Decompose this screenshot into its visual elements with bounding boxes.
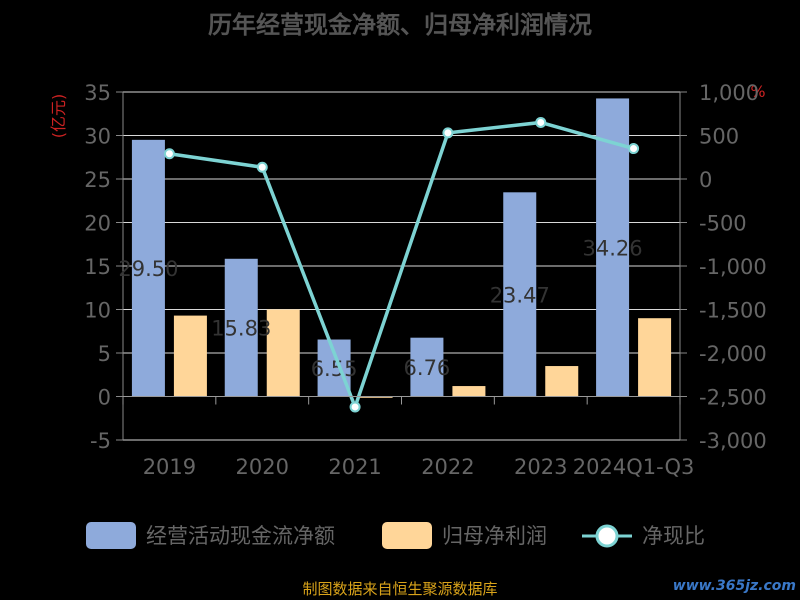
legend: 经营活动现金流净额 归母净利润 净现比 (86, 522, 705, 549)
left-tick-label: 20 (84, 212, 111, 236)
legend-label-net-cash-ratio: 净现比 (642, 524, 705, 548)
right-tick-label: 1,000 (699, 81, 759, 105)
bar-net-profit (638, 318, 672, 397)
data-label-operating-cash: 6.55 (311, 357, 358, 381)
data-label-operating-cash: 34.26 (583, 236, 643, 260)
right-tick-label: -2,000 (699, 342, 767, 366)
right-tick-label: 0 (699, 168, 712, 192)
net-cash-ratio-line (163, 116, 640, 413)
left-tick-label: -5 (90, 429, 111, 453)
left-tick-label: 5 (98, 342, 111, 366)
x-tick-label: 2020 (236, 455, 289, 479)
right-tick-label: -500 (699, 212, 747, 236)
right-tick-label: -1,000 (699, 255, 767, 279)
left-tick-label: 30 (84, 125, 111, 149)
source-note: 制图数据来自恒生聚源数据库 (302, 580, 497, 598)
bar-net-profit (359, 396, 393, 398)
right-tick-label: 500 (699, 125, 739, 149)
legend-label-net-profit: 归母净利润 (442, 524, 547, 548)
left-tick-label: 35 (84, 81, 111, 105)
line-point-net-cash-ratio (163, 148, 175, 160)
line-point-net-cash-ratio (442, 127, 454, 139)
line-point-net-cash-ratio (256, 161, 268, 173)
data-label-operating-cash: 29.50 (118, 257, 178, 281)
line-point-net-cash-ratio (349, 401, 361, 413)
bar-operating-cash (596, 98, 630, 397)
left-tick-label: 0 (98, 386, 111, 410)
bar-net-profit (173, 315, 207, 397)
bar-net-profit (266, 309, 300, 397)
data-label-operating-cash: 6.76 (404, 356, 451, 380)
left-tick-label: 10 (84, 299, 111, 323)
bar-operating-cash (410, 337, 444, 397)
x-tick-label: 2023 (514, 455, 567, 479)
left-axis-label: (亿元) (49, 94, 68, 139)
x-tick-label: 2024Q1-Q3 (573, 455, 695, 479)
line-point-net-cash-ratio (535, 116, 547, 128)
bars: 29.50 15.83 6.55 6.76 23.47 34.26 (118, 98, 672, 398)
x-axis: 2019 2020 2021 2022 2023 2024Q1-Q3 (122, 396, 695, 479)
bar-net-profit (452, 386, 486, 397)
bar-operating-cash (131, 139, 165, 397)
chart-title: 历年经营现金净额、归母净利润情况 (208, 11, 592, 39)
line-net-cash-ratio (169, 120, 635, 413)
left-tick-label: 25 (84, 168, 111, 192)
left-axis: -5 0 5 10 15 20 25 30 35 (84, 81, 124, 453)
legend-marker-net-cash-ratio (595, 524, 619, 548)
right-tick-label: -2,500 (699, 386, 767, 410)
right-axis: -3,000 -2,500 -2,000 -1,500 -1,000 -500 0 500 1,… (679, 81, 767, 453)
bar-operating-cash (224, 258, 258, 397)
data-label-operating-cash: 23.47 (490, 283, 550, 307)
legend-label-operating-cash: 经营活动现金流净额 (146, 524, 335, 548)
x-tick-label: 2021 (328, 455, 381, 479)
legend-swatch-net-profit (382, 522, 432, 549)
x-tick-label: 2019 (143, 455, 196, 479)
data-label-operating-cash: 15.83 (211, 317, 271, 341)
bar-operating-cash (503, 192, 537, 397)
bar-net-profit (545, 366, 579, 397)
x-tick-label: 2022 (421, 455, 474, 479)
line-point-net-cash-ratio (628, 143, 640, 155)
legend-swatch-operating-cash (86, 522, 136, 549)
right-axis-label: % (750, 82, 765, 101)
right-tick-label: -1,500 (699, 299, 767, 323)
right-tick-label: -3,000 (699, 429, 767, 453)
left-tick-label: 15 (84, 255, 111, 279)
watermark: www.365jz.com (673, 578, 796, 594)
